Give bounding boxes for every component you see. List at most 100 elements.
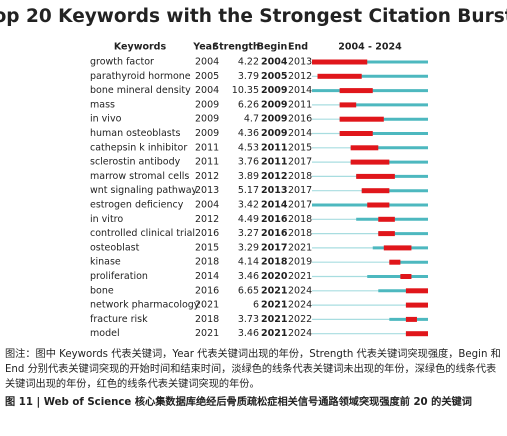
begin: 2014 [261,200,288,211]
strength: 3.79 [238,71,259,82]
keyword: in vivo [90,114,122,125]
keyword: sclerostin antibody [90,157,181,168]
end: 2024 [288,285,312,296]
begin: 2016 [261,214,288,225]
begin: 2012 [261,171,287,182]
year: 2004 [195,200,219,211]
keyword: human osteoblasts [90,128,180,139]
strength: 4.53 [238,142,259,153]
begin: 2016 [261,228,288,239]
burst-bar [317,73,362,79]
strength: 3.42 [238,200,259,211]
year: 2018 [195,257,219,268]
end: 2022 [288,314,312,325]
range-header: 2004 - 2024 [338,42,402,53]
strength: 4.14 [238,257,259,268]
burst-figure: Top 20 Keywords with the Strongest Citat… [0,6,507,339]
burst-bar [350,159,390,165]
begin: 2011 [261,142,287,153]
end: 2014 [288,128,312,139]
strength: 10.35 [232,85,259,96]
begin: 2009 [261,128,287,139]
end: 2013 [288,57,312,68]
year: 2011 [195,142,219,153]
burst-bar [378,231,395,237]
burst-bar [339,88,373,94]
strength: 5.17 [238,185,259,196]
year: 2009 [195,114,219,125]
begin: 2021 [261,285,287,296]
begin: 2017 [261,242,287,253]
burst-bar [339,102,357,108]
keyword: controlled clinical trial [90,228,195,239]
year: 2004 [195,57,219,68]
burst-bar [383,245,412,251]
year: 2016 [195,228,219,239]
column-header: Strength [212,42,260,53]
end: 2021 [288,242,312,253]
year: 2004 [195,85,219,96]
strength: 3.46 [238,328,259,339]
burst-bar [400,274,412,279]
end: 2018 [288,214,312,225]
burst-bar [405,288,428,294]
keyword: marrow stromal cells [90,171,189,182]
begin: 2021 [261,314,287,325]
year: 2013 [195,185,219,196]
begin: 2021 [261,328,287,339]
keyword: bone mineral density [90,85,191,96]
strength: 6.26 [238,99,259,110]
begin: 2013 [261,185,287,196]
burst-bar [361,188,390,194]
begin: 2009 [261,99,287,110]
strength: 3.89 [238,171,259,182]
begin: 2009 [261,85,287,96]
year: 2012 [195,214,219,225]
strength: 4.49 [238,214,259,225]
burst-bar [405,302,428,308]
strength: 4.36 [238,128,259,139]
end: 2021 [288,271,312,282]
begin: 2009 [261,114,287,125]
burst-bar [356,173,395,179]
column-header: Keywords [114,42,167,53]
strength: 3.73 [238,314,259,325]
year: 2011 [195,157,219,168]
begin: 2021 [261,300,287,311]
strength: 4.22 [238,57,259,68]
strength: 6 [253,300,259,311]
strength: 3.29 [238,242,259,253]
strength: 3.46 [238,271,259,282]
strength: 3.76 [238,157,259,168]
keyword: fracture risk [90,314,148,325]
year: 2009 [195,99,219,110]
year: 2009 [195,128,219,139]
burst-bar [339,116,384,122]
keyword: estrogen deficiency [90,200,184,211]
keyword: osteoblast [90,242,140,253]
begin: 2005 [261,71,287,82]
end: 2017 [288,200,312,211]
end: 2017 [288,157,312,168]
keyword: in vitro [90,214,123,225]
year: 2018 [195,314,219,325]
end: 2014 [288,85,312,96]
keyword: growth factor [90,57,154,68]
end: 2012 [288,71,312,82]
end: 2011 [288,99,312,110]
end: 2018 [288,228,312,239]
caption-note: 图注：图中 Keywords 代表关键词，Year 代表关键词出现的年份，Str… [5,349,501,390]
year: 2016 [195,285,219,296]
burst-bar [350,145,379,151]
year: 2014 [195,271,219,282]
begin: 2020 [261,271,288,282]
figure-caption: 图 11 | Web of Science 核心集数据库绝经后骨质疏松症相关信号… [5,397,472,408]
keyword: network pharmacology [90,300,200,311]
strength: 4.7 [244,114,259,125]
keyword: wnt signaling pathway [90,185,198,196]
title: Top 20 Keywords with the Strongest Citat… [0,6,507,27]
burst-bar [405,331,428,337]
end: 2019 [288,257,312,268]
column-header: End [288,42,308,53]
